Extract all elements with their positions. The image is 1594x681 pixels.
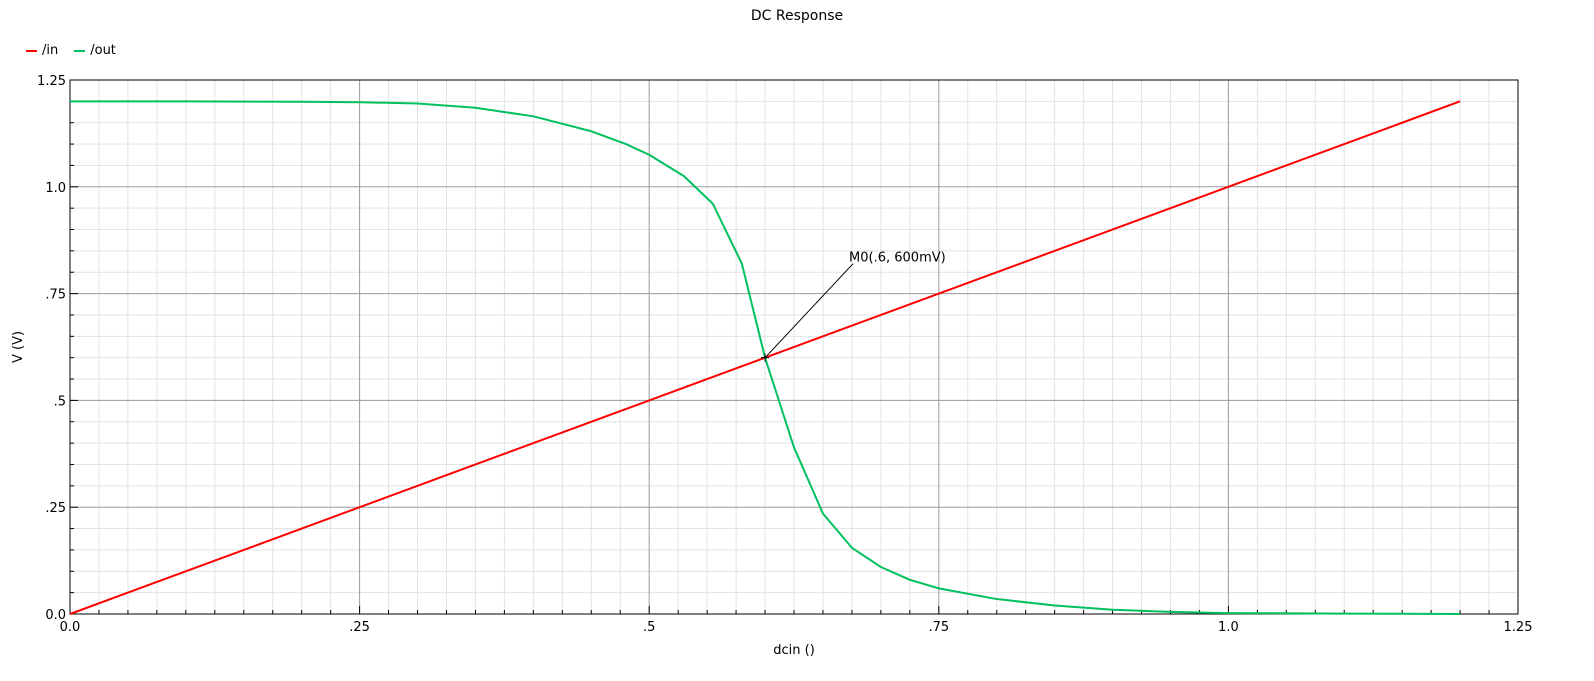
marker-label: M0(.6, 600mV) bbox=[849, 251, 946, 266]
x-tick-label: .5 bbox=[643, 620, 655, 635]
x-tick-label: 0.0 bbox=[60, 620, 81, 635]
legend-swatch-out bbox=[74, 49, 86, 52]
y-tick-label: 1.0 bbox=[45, 181, 66, 196]
legend-swatch-in bbox=[26, 49, 37, 52]
legend-item-in[interactable]: /in bbox=[26, 43, 58, 58]
legend-label-in: /in bbox=[42, 43, 59, 58]
tick-labels: 0.0 .25 .5 .75 1.0 1.25 0.0 .25 .5 .75 1.0 1.25 bbox=[37, 74, 1532, 635]
x-tick-label: 1.25 bbox=[1504, 620, 1533, 635]
y-tick-label: .5 bbox=[54, 394, 66, 409]
chart-legend: /in /out bbox=[26, 43, 116, 58]
y-tick-label: .25 bbox=[45, 501, 66, 516]
y-axis-label: V (V) bbox=[11, 331, 26, 363]
minor-grid bbox=[70, 80, 1518, 614]
y-tick-label: .75 bbox=[45, 288, 66, 303]
x-tick-label: .75 bbox=[928, 620, 949, 635]
marker-leader-line bbox=[764, 263, 854, 359]
x-tick-label: .25 bbox=[349, 620, 370, 635]
x-axis-label: dcin () bbox=[773, 643, 815, 658]
y-tick-label: 0.0 bbox=[45, 608, 66, 623]
chart-title: DC Response bbox=[750, 8, 844, 24]
y-tick-label: 1.25 bbox=[37, 74, 66, 89]
legend-label-out: /out bbox=[90, 43, 116, 58]
x-tick-label: 1.0 bbox=[1218, 620, 1239, 635]
marker-group: M0(.6, 600mV) bbox=[761, 251, 946, 362]
legend-item-out[interactable]: /out bbox=[74, 43, 116, 58]
